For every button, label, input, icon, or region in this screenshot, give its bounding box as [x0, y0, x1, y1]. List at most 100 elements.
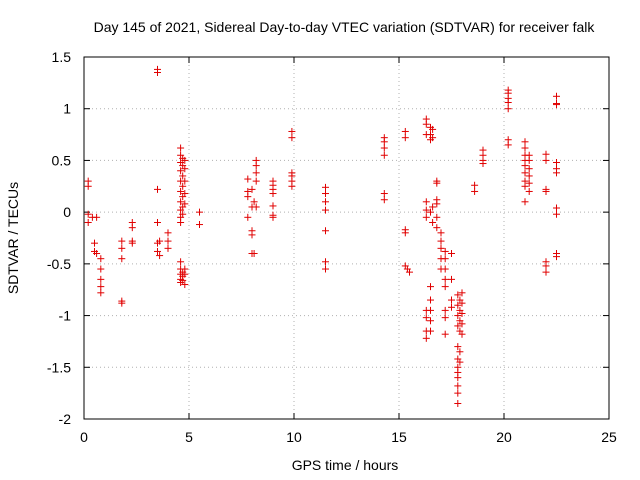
data-point: [380, 151, 388, 159]
x-axis-label: GPS time / hours: [292, 457, 399, 473]
data-point: [181, 165, 189, 173]
y-tick-label: 1.5: [52, 49, 72, 65]
data-point: [553, 92, 560, 100]
y-tick-label: 1: [63, 101, 71, 117]
data-point: [288, 127, 296, 135]
data-point: [458, 310, 466, 318]
data-point: [128, 239, 136, 247]
data-point: [429, 218, 437, 226]
data-point: [269, 190, 277, 198]
data-point: [448, 296, 455, 304]
data-point: [154, 69, 161, 77]
data-point: [458, 330, 466, 338]
data-point: [441, 306, 449, 314]
y-tick-label: 0.5: [52, 152, 72, 168]
data-point: [542, 150, 550, 158]
x-tick-label: 10: [286, 429, 302, 445]
data-point: [471, 181, 479, 189]
y-tick-label: -2: [59, 411, 72, 427]
data-point: [441, 330, 449, 338]
data-point: [521, 138, 529, 146]
data-point: [252, 203, 260, 211]
data-point: [525, 165, 533, 173]
data-point: [269, 213, 277, 221]
data-point: [252, 162, 260, 170]
data-point: [179, 172, 187, 180]
data-point: [427, 208, 434, 216]
data-point: [521, 144, 529, 152]
data-point: [118, 255, 126, 263]
data-point: [553, 210, 560, 218]
data-point: [84, 218, 92, 226]
data-point: [179, 276, 187, 284]
data-point: [164, 237, 172, 245]
data-point: [521, 162, 529, 170]
data-point: [288, 182, 296, 190]
data-point: [458, 289, 466, 297]
data-point: [458, 299, 466, 307]
data-point: [456, 358, 464, 366]
data-point: [91, 239, 98, 247]
data-point: [177, 218, 185, 226]
data-point: [437, 229, 445, 237]
data-point: [181, 177, 189, 185]
x-tick-label: 15: [391, 429, 407, 445]
data-point: [322, 206, 329, 214]
data-point: [454, 389, 462, 397]
data-point: [244, 175, 252, 183]
y-tick-label: -0.5: [47, 256, 71, 272]
data-point: [93, 250, 101, 258]
data-point: [429, 125, 437, 133]
data-point: [448, 250, 455, 258]
data-point: [454, 399, 462, 407]
data-point: [441, 283, 449, 291]
x-tick-label: 25: [601, 429, 617, 445]
data-point: [164, 229, 172, 237]
data-point: [454, 312, 462, 320]
data-point: [458, 320, 466, 328]
data-point: [252, 169, 260, 177]
data-point: [422, 334, 430, 342]
data-point: [525, 179, 533, 187]
data-point: [93, 213, 101, 221]
data-point: [553, 253, 560, 261]
data-point: [179, 210, 187, 218]
data-point: [433, 224, 441, 232]
x-tick-label: 20: [496, 429, 512, 445]
data-point: [429, 203, 437, 211]
data-point: [433, 179, 441, 187]
data-point: [118, 299, 126, 307]
data-point: [422, 120, 430, 128]
data-point: [181, 270, 189, 278]
data-point: [250, 198, 258, 206]
data-series: [84, 65, 560, 407]
data-point: [380, 196, 388, 204]
data-point: [156, 252, 164, 260]
data-point: [380, 138, 388, 146]
y-tick-label: -1.5: [47, 359, 71, 375]
x-tick-label: 0: [80, 429, 88, 445]
data-point: [177, 258, 185, 266]
data-point: [97, 289, 105, 297]
data-point: [380, 144, 388, 152]
data-point: [454, 382, 462, 390]
data-point: [269, 202, 277, 210]
data-point: [542, 262, 550, 270]
data-point: [196, 208, 203, 216]
data-point: [248, 231, 256, 239]
x-tick-label: 5: [185, 429, 193, 445]
data-point: [156, 237, 164, 245]
data-point: [288, 134, 296, 142]
data-point: [521, 198, 529, 206]
data-point: [422, 198, 430, 206]
data-point: [521, 169, 529, 177]
data-point: [84, 182, 92, 190]
data-point: [553, 101, 560, 109]
data-point: [504, 105, 512, 113]
data-point: [322, 258, 329, 266]
data-point: [84, 210, 92, 218]
data-point: [525, 172, 533, 180]
data-point: [433, 213, 441, 221]
data-point: [322, 265, 329, 273]
data-point: [441, 275, 449, 283]
